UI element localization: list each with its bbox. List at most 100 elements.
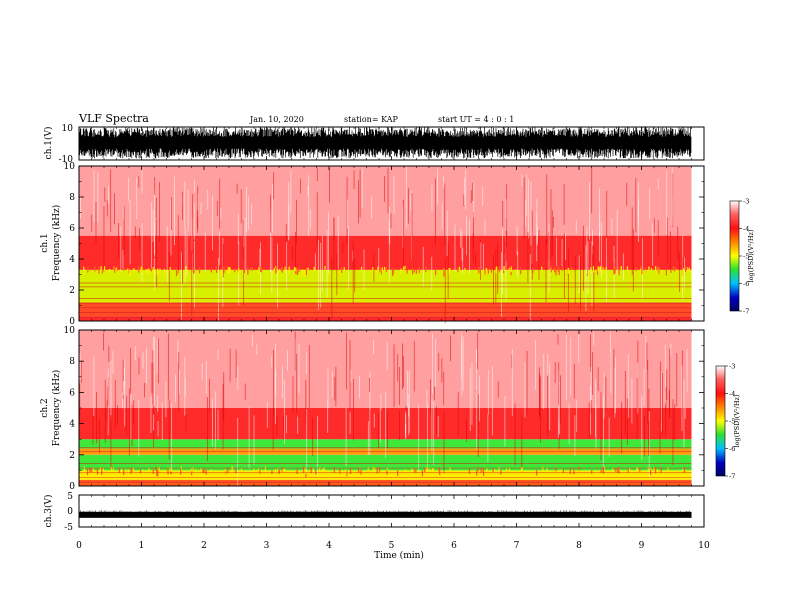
spectrogram-streak [150, 396, 152, 434]
ch2-colorbar-ticks: -3 -4 -5 -6 -7 [725, 363, 735, 481]
ch1-colorbar: -3 -4 -5 -6 -7 log(PSD)(V²/Hz) [729, 198, 755, 316]
spectrogram-edge-mark [83, 269, 86, 275]
spectrogram-edge-mark [159, 268, 161, 275]
spectrogram-streak [565, 334, 567, 400]
spectrogram-streak [610, 332, 612, 352]
spectrogram-streak [136, 177, 138, 219]
spectrogram-band [79, 316, 692, 321]
spectrogram-streak [682, 350, 683, 415]
spectrogram-edge-mark [98, 266, 100, 274]
spectrogram-edge-mark [486, 468, 488, 472]
spectrogram-streak [613, 245, 615, 261]
spectrogram-streak [155, 198, 157, 219]
spectrogram-streak [676, 353, 678, 407]
spectrogram-streak [275, 343, 276, 395]
spectrogram-streak [626, 398, 628, 445]
spectrogram-edge-mark [205, 469, 207, 475]
spectrogram-streak [275, 370, 276, 425]
spectrogram-streak [116, 404, 118, 425]
spectrogram-edge-mark [494, 469, 496, 474]
spectrogram-edge-mark [298, 267, 300, 273]
spectrogram-edge-mark [281, 467, 283, 473]
spectrogram-edge-mark [554, 267, 556, 273]
spectrogram-edge-mark [562, 469, 565, 474]
spectrogram-streak [393, 344, 395, 408]
spectrogram-streak [443, 371, 445, 405]
ch3-waveform-xticks [78, 495, 705, 527]
spectrogram-streak [292, 376, 294, 414]
spectrogram-streak [342, 241, 344, 253]
spectrogram-streak [93, 169, 95, 223]
spectrogram-streak [537, 227, 538, 244]
spectrogram-edge-mark [215, 266, 217, 271]
spectrogram-streak [110, 420, 112, 471]
spectrogram-streak [535, 340, 537, 390]
spectrogram-streak [168, 251, 170, 302]
spectrogram-streak [590, 334, 591, 372]
spectrogram-edge-mark [600, 469, 602, 473]
spectrogram-edge-mark [284, 468, 286, 475]
spectrogram-streak [435, 406, 437, 434]
spectrogram-streak [207, 397, 209, 461]
spectrogram-streak [657, 178, 659, 221]
spectrogram-streak [472, 182, 474, 201]
spectrogram-streak [175, 374, 176, 403]
spectrogram-streak [168, 400, 170, 460]
spectrogram-streak [352, 241, 354, 305]
spectrogram-edge-mark [321, 468, 324, 475]
spectrogram-edge-mark [372, 467, 374, 472]
spectrogram-streak [184, 356, 186, 416]
spectrogram-edge-mark [169, 267, 171, 272]
spectrogram-streak [477, 394, 479, 458]
spectrogram-edge-mark [282, 469, 284, 476]
spectrogram-streak [563, 184, 565, 225]
spectrogram-edge-mark [521, 467, 523, 472]
spectrogram-edge-mark [180, 466, 183, 474]
spectrogram-streak [128, 177, 130, 201]
x-tick-label: 3 [264, 541, 270, 551]
spectrogram-streak [554, 362, 556, 383]
spectrogram-streak [108, 185, 110, 205]
spectrogram-edge-mark [667, 467, 669, 472]
spectrogram-edge-mark [138, 266, 140, 273]
spectrogram-edge-mark [276, 268, 278, 272]
spectrogram-edge-mark [310, 466, 312, 474]
spectrogram-edge-mark [660, 466, 662, 473]
spectrogram-streak [92, 415, 94, 445]
spectrogram-streak [122, 392, 123, 409]
spectrogram-edge-mark [426, 467, 428, 473]
spectrogram-streak [326, 230, 328, 298]
spectrogram-streak [354, 258, 356, 293]
spectrogram-streak [151, 362, 153, 394]
ch2-colorbar-gradient [715, 365, 726, 477]
spectrogram-streak [461, 231, 463, 261]
spectrogram-edge-mark [602, 267, 604, 274]
spectrogram-band [79, 439, 692, 449]
spectrogram-streak [641, 395, 643, 460]
spectrogram-streak [644, 415, 646, 457]
spectrogram-streak [482, 186, 484, 207]
spectrogram-edge-mark [227, 467, 229, 473]
ch1-colorbar-ticks: -3 -4 -5 -6 -7 [739, 198, 749, 316]
spectrogram-edge-mark [185, 268, 187, 275]
spectrogram-streak [245, 217, 247, 273]
spectrogram-edge-mark [123, 470, 126, 477]
spectrogram-edge-mark [307, 267, 309, 271]
ch3-ytick-bottom: -5 [64, 523, 73, 533]
spectrogram-band [79, 408, 692, 440]
spectrogram-streak [504, 395, 506, 447]
spectrogram-streak [171, 403, 173, 468]
spectrogram-streak [79, 383, 81, 423]
spectrogram-streak [462, 336, 464, 391]
spectrogram-streak [613, 349, 615, 418]
x-tick-label: 10 [698, 541, 710, 551]
spectrogram-streak [126, 395, 128, 435]
spectrogram-edge-mark [140, 266, 142, 271]
spectrogram-streak [476, 350, 478, 392]
spectrogram-edge-mark [227, 267, 229, 274]
spectrogram-edge-mark [374, 467, 376, 474]
colorbar-tick-label: -5 [729, 418, 735, 426]
spectrogram-streak [285, 224, 287, 245]
spectrogram-streak [329, 167, 330, 203]
spectrogram-band [79, 454, 692, 471]
